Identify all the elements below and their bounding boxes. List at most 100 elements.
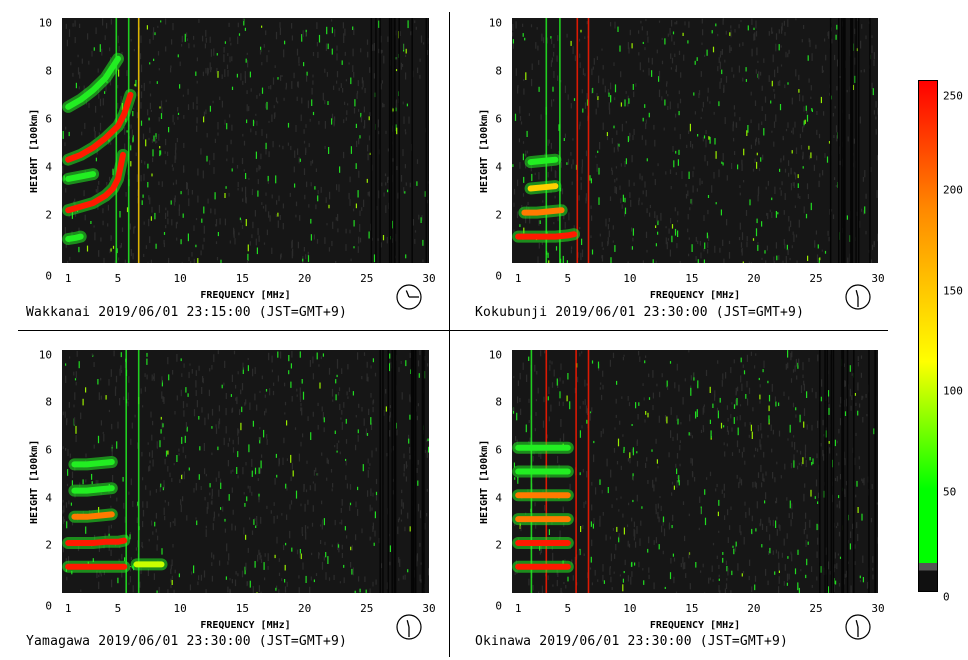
noise-speck xyxy=(655,260,657,263)
noise-speck xyxy=(205,109,207,115)
noise-speck xyxy=(682,32,684,36)
vertical-line-1 xyxy=(137,350,140,593)
noise-speck xyxy=(127,401,129,407)
noise-speck xyxy=(723,493,725,498)
noise-speck xyxy=(563,433,565,441)
vertical-line-0 xyxy=(125,350,127,593)
noise-speck xyxy=(303,62,305,67)
noise-speck xyxy=(746,236,748,242)
noise-speck xyxy=(616,526,618,532)
noise-speck xyxy=(847,540,849,544)
noise-speck xyxy=(216,67,218,74)
noise-speck xyxy=(149,490,151,496)
echo-trace-4 xyxy=(71,459,115,468)
noise-speck xyxy=(69,256,71,261)
noise-speck xyxy=(198,365,200,371)
noise-speck xyxy=(392,445,394,451)
noise-speck xyxy=(158,204,160,213)
noise-speck xyxy=(738,65,740,73)
noise-speck xyxy=(709,471,712,477)
y-tick-label: 8 xyxy=(45,64,52,78)
noise-speck xyxy=(85,460,87,464)
noise-speck xyxy=(805,460,807,468)
noise-speck xyxy=(669,169,672,174)
noise-speck xyxy=(290,145,292,151)
noise-speck xyxy=(140,388,142,394)
noise-speck xyxy=(227,442,229,447)
noise-speck xyxy=(559,123,561,129)
noise-speck xyxy=(701,180,703,184)
noise-speck xyxy=(346,110,348,115)
noise-speck xyxy=(875,128,877,135)
noise-speck xyxy=(403,43,405,52)
noise-speck xyxy=(249,580,251,588)
noise-speck xyxy=(245,534,247,540)
noise-speck xyxy=(107,72,109,78)
noise-speck xyxy=(853,364,855,370)
noise-speck xyxy=(668,524,670,530)
noise-speck xyxy=(721,49,723,55)
noise-speck xyxy=(585,197,587,204)
noise-speck xyxy=(164,515,166,521)
noise-speck xyxy=(303,483,305,490)
noise-speck xyxy=(829,209,831,215)
noise-speck xyxy=(609,108,611,115)
noise-speck xyxy=(78,361,80,369)
noise-speck xyxy=(251,191,253,196)
noise-speck xyxy=(743,370,746,375)
color-scale-tick: 250 xyxy=(943,89,963,103)
noise-speck xyxy=(771,80,773,87)
noise-speck xyxy=(368,231,370,239)
noise-speck xyxy=(865,35,867,40)
noise-speck xyxy=(830,95,832,100)
noise-speck xyxy=(769,534,771,541)
y-tick-label: 2 xyxy=(495,538,502,552)
noise-speck xyxy=(822,419,824,426)
noise-speck xyxy=(83,190,85,197)
noise-speck xyxy=(179,84,181,89)
noise-speck xyxy=(249,241,251,246)
vertical-line-2 xyxy=(545,18,548,263)
noise-speck xyxy=(99,122,102,131)
noise-speck xyxy=(315,204,317,210)
noise-speck xyxy=(365,589,367,593)
noise-speck xyxy=(868,384,870,393)
noise-speck xyxy=(718,585,720,593)
noise-speck xyxy=(233,227,235,235)
noise-speck xyxy=(667,94,669,97)
noise-speck xyxy=(750,351,752,356)
noise-speck xyxy=(798,74,800,81)
noise-speck xyxy=(791,97,793,105)
noise-speck xyxy=(129,223,131,230)
noise-speck xyxy=(231,124,233,131)
noise-speck xyxy=(694,111,696,115)
noise-speck xyxy=(721,489,723,494)
noise-speck xyxy=(856,211,858,216)
noise-speck xyxy=(857,46,859,53)
noise-speck xyxy=(600,431,602,438)
noise-speck xyxy=(764,114,767,121)
noise-speck xyxy=(65,375,67,383)
noise-speck xyxy=(160,429,162,434)
noise-speck xyxy=(75,371,77,379)
noise-speck xyxy=(300,441,302,447)
noise-speck xyxy=(142,133,145,140)
noise-speck xyxy=(646,158,648,162)
noise-speck xyxy=(344,526,346,531)
noise-speck xyxy=(215,424,217,428)
noise-speck xyxy=(76,350,78,357)
noise-speck xyxy=(734,29,736,33)
noise-speck xyxy=(798,89,800,93)
noise-speck xyxy=(530,415,532,420)
noise-speck xyxy=(160,113,163,119)
noise-speck xyxy=(619,574,621,577)
noise-speck xyxy=(370,365,372,369)
noise-speck xyxy=(697,240,699,244)
noise-speck xyxy=(412,219,414,226)
noise-speck xyxy=(723,442,725,446)
noise-speck xyxy=(627,575,629,582)
noise-speck xyxy=(304,194,306,200)
noise-speck xyxy=(343,37,345,43)
noise-speck xyxy=(335,379,337,384)
x-tick-label: 15 xyxy=(235,602,249,615)
